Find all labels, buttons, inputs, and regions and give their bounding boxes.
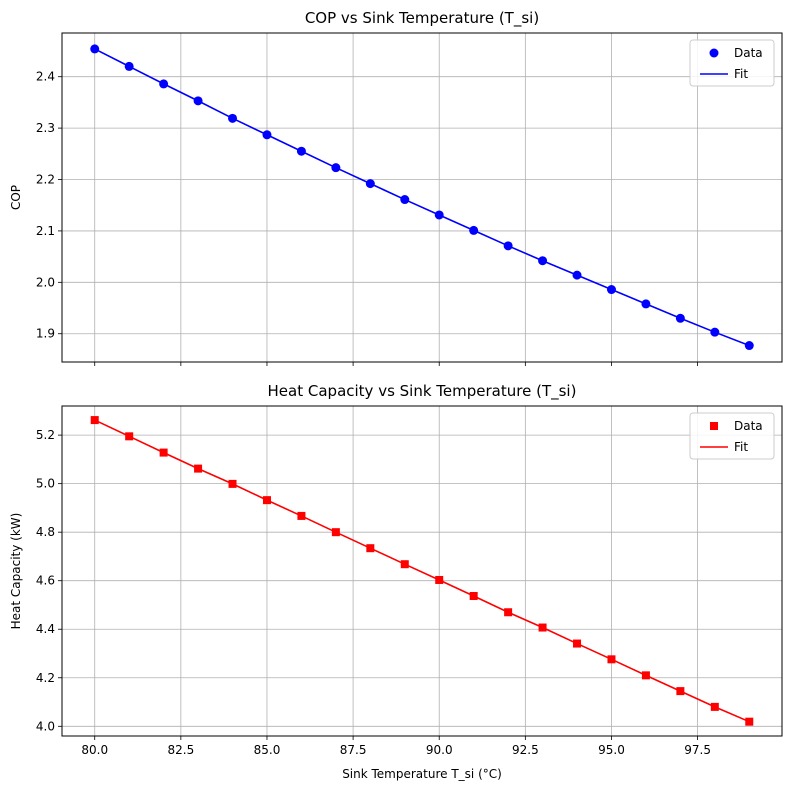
cop-y-tick-label: 2.0	[36, 275, 55, 289]
heat-capacity-chart-title: Heat Capacity vs Sink Temperature (T_si)	[268, 382, 577, 401]
cop-legend-label: Data	[734, 46, 763, 60]
heat-capacity-y-tick-label: 4.2	[36, 671, 55, 685]
heat-capacity-data-point	[538, 623, 547, 632]
cop-grid	[62, 33, 782, 362]
heat-capacity-y-tick-label: 4.8	[36, 525, 55, 539]
cop-y-tick-label: 2.1	[36, 224, 55, 238]
cop-data-point	[90, 44, 100, 54]
heat-capacity-data-point	[469, 591, 478, 600]
cop-legend-marker	[709, 48, 719, 58]
cop-data-point	[193, 96, 203, 106]
cop-data-point	[124, 61, 134, 71]
heat-capacity-axes-frame	[61, 405, 783, 737]
heat-capacity-data-point	[573, 639, 582, 648]
heat-capacity-y-tick-label: 4.0	[36, 719, 55, 733]
heat-capacity-legend: Data Fit	[689, 412, 775, 460]
cop-data-point	[606, 285, 616, 295]
cop-data-point	[262, 130, 272, 140]
heat-capacity-y-tick-label: 5.0	[36, 477, 55, 491]
heat-capacity-data-point	[90, 416, 99, 425]
cop-data-point	[503, 241, 513, 251]
heat-capacity-data-point	[641, 671, 650, 680]
heat-capacity-chart-x-axis-label: Sink Temperature T_si (°C)	[342, 767, 502, 781]
heat-capacity-data-point	[159, 448, 168, 457]
cop-data-point	[365, 179, 375, 189]
cop-data-point	[469, 225, 479, 235]
cop-legend-label: Fit	[734, 67, 748, 81]
heat-capacity-y-tick-label: 4.6	[36, 574, 55, 588]
heat-capacity-x-tick-label: 87.5	[340, 743, 367, 757]
heat-capacity-data-point	[435, 575, 444, 584]
cop-data-point	[331, 163, 341, 173]
heat-capacity-data-point	[676, 687, 685, 696]
heat-capacity-x-tick-label: 97.5	[684, 743, 711, 757]
heat-capacity-grid	[62, 406, 782, 736]
heat-capacity-data-point	[125, 432, 134, 441]
heat-capacity-data-point	[194, 464, 203, 473]
heat-capacity-y-tick-label: 4.4	[36, 622, 55, 636]
heat-capacity-data-point	[400, 560, 409, 569]
heat-capacity-x-tick-label: 80.0	[81, 743, 108, 757]
cop-axes-frame	[61, 32, 783, 363]
cop-data-point	[400, 195, 410, 205]
heat-capacity-data-point	[745, 717, 754, 726]
heat-capacity-x-tick-label: 95.0	[598, 743, 625, 757]
heat-capacity-y-tick-label: 5.2	[36, 428, 55, 442]
heat-capacity-data-point	[297, 511, 306, 520]
heat-capacity-x-tick-label: 90.0	[426, 743, 453, 757]
cop-data-point	[228, 113, 238, 123]
heat-capacity-data-point	[710, 702, 719, 711]
cop-data-point	[744, 341, 754, 351]
cop-data-point	[675, 313, 685, 323]
cop-y-tick-label: 2.4	[36, 70, 55, 84]
cop-chart: COP vs Sink Temperature (T_si) COP 1.9 2.…	[9, 9, 783, 366]
cop-data-point	[434, 210, 444, 220]
heat-capacity-legend-label: Data	[734, 419, 763, 433]
heat-capacity-data-point	[607, 655, 616, 664]
cop-data-point	[538, 256, 548, 266]
cop-fit-line	[94, 48, 750, 347]
cop-data-point	[710, 327, 720, 337]
cop-legend: Data Fit	[689, 39, 775, 87]
heat-capacity-legend-marker	[710, 422, 718, 430]
heat-capacity-data-point	[262, 496, 271, 505]
heat-capacity-x-tick-label: 85.0	[254, 743, 281, 757]
heat-capacity-data-point	[228, 479, 237, 488]
cop-y-tick-label: 1.9	[36, 327, 55, 341]
cop-data-point	[572, 270, 582, 280]
cop-chart-y-axis-label: COP	[9, 185, 23, 210]
heat-capacity-x-tick-label: 82.5	[167, 743, 194, 757]
cop-data-point	[641, 299, 651, 309]
heat-capacity-data-point	[366, 544, 375, 553]
heat-capacity-data-point	[504, 608, 513, 617]
cop-y-tick-label: 2.3	[36, 121, 55, 135]
heat-capacity-data-point	[331, 528, 340, 537]
heat-capacity-fit-line	[94, 419, 750, 723]
cop-data-point	[296, 146, 306, 156]
cop-chart-title: COP vs Sink Temperature (T_si)	[305, 9, 539, 28]
heat-capacity-chart: Heat Capacity vs Sink Temperature (T_si)…	[9, 382, 783, 781]
heat-capacity-legend-label: Fit	[734, 440, 748, 454]
heat-capacity-x-tick-label: 92.5	[512, 743, 539, 757]
cop-data-point	[159, 79, 169, 89]
heat-capacity-chart-y-axis-label: Heat Capacity (kW)	[9, 513, 23, 630]
cop-y-tick-label: 2.2	[36, 173, 55, 187]
